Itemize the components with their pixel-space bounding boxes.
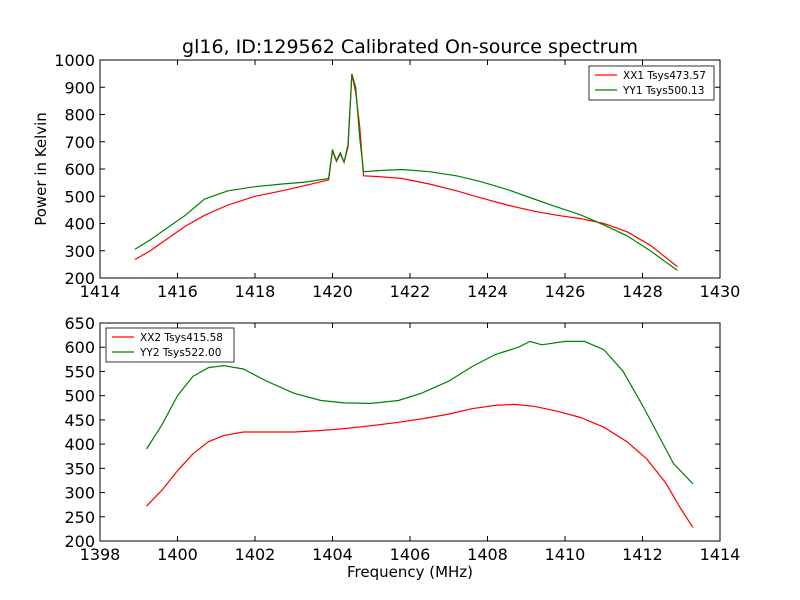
- y-tick-label: 200: [64, 269, 95, 288]
- y-tick-label: 350: [64, 459, 95, 478]
- x-tick-label: 1428: [622, 282, 663, 301]
- x-axis-label: Frequency (MHz): [347, 563, 473, 581]
- y-tick-label: 300: [64, 484, 95, 503]
- legend-box: [588, 65, 715, 101]
- y-tick-label: 600: [64, 338, 95, 357]
- y-tick-label: 600: [64, 160, 95, 179]
- x-tick-label: 1430: [700, 282, 741, 301]
- legend: XX1 Tsys473.57 YY1 Tsys500.13: [588, 65, 715, 101]
- x-tick-label: 1426: [545, 282, 586, 301]
- y-tick-label: 550: [64, 362, 95, 381]
- x-tick-label: 1400: [157, 545, 198, 564]
- y-tick-label: 400: [64, 215, 95, 234]
- x-tick-label: 1410: [545, 545, 586, 564]
- top-panel: 1414 1416 1418 1420 1422 1424 1426 1428 1430 200 3…: [32, 51, 740, 301]
- legend-label: XX2 Tsys415.58: [140, 332, 223, 344]
- series-line-2: [134, 74, 678, 271]
- series-line-2: [145, 340, 694, 485]
- y-tick-label: 900: [64, 78, 95, 97]
- x-tick-label: 1414: [700, 545, 741, 564]
- y-tick-label: 400: [64, 435, 95, 454]
- y-axis-label: Power in Kelvin: [32, 112, 50, 226]
- y-tick-label: 500: [64, 187, 95, 206]
- x-tick-label: 1418: [235, 282, 276, 301]
- x-tick-label: 1416: [157, 282, 198, 301]
- series-line-1: [146, 403, 694, 528]
- series-line-1: [134, 73, 678, 268]
- x-tick-label: 1422: [390, 282, 431, 301]
- x-tick-label: 1424: [467, 282, 508, 301]
- x-tick-label: 1406: [390, 545, 431, 564]
- y-tick-label: 450: [64, 411, 95, 430]
- bottom-panel: 1398 1400 1402 1404 1406 1408 1410 1412 1414 200 2…: [64, 314, 740, 581]
- x-tick-label: 1398: [80, 545, 121, 564]
- x-tick-label: 1402: [235, 545, 276, 564]
- legend: XX2 Tsys415.58 YY2 Tsys522.00: [105, 327, 235, 363]
- x-tick-label: 1420: [312, 282, 353, 301]
- x-tick-label: 1408: [467, 545, 508, 564]
- legend-box: [105, 327, 235, 363]
- x-tick-label: 1412: [622, 545, 663, 564]
- y-tick-label: 300: [64, 242, 95, 261]
- x-tick-label: 1414: [80, 282, 121, 301]
- legend-label: YY2 Tsys522.00: [139, 347, 221, 359]
- y-tick-label: 250: [64, 508, 95, 527]
- y-tick-label: 500: [64, 387, 95, 406]
- legend-label: XX1 Tsys473.57: [623, 70, 706, 82]
- y-tick-label: 650: [64, 314, 95, 333]
- y-tick-label: 800: [64, 106, 95, 125]
- legend-label: YY1 Tsys500.13: [622, 85, 704, 97]
- y-tick-label: 700: [64, 133, 95, 152]
- y-tick-label: 1000: [54, 51, 95, 70]
- chart-title: gl16, ID:129562 Calibrated On-source spe…: [182, 36, 638, 58]
- y-tick-label: 200: [64, 532, 95, 551]
- x-tick-label: 1404: [312, 545, 353, 564]
